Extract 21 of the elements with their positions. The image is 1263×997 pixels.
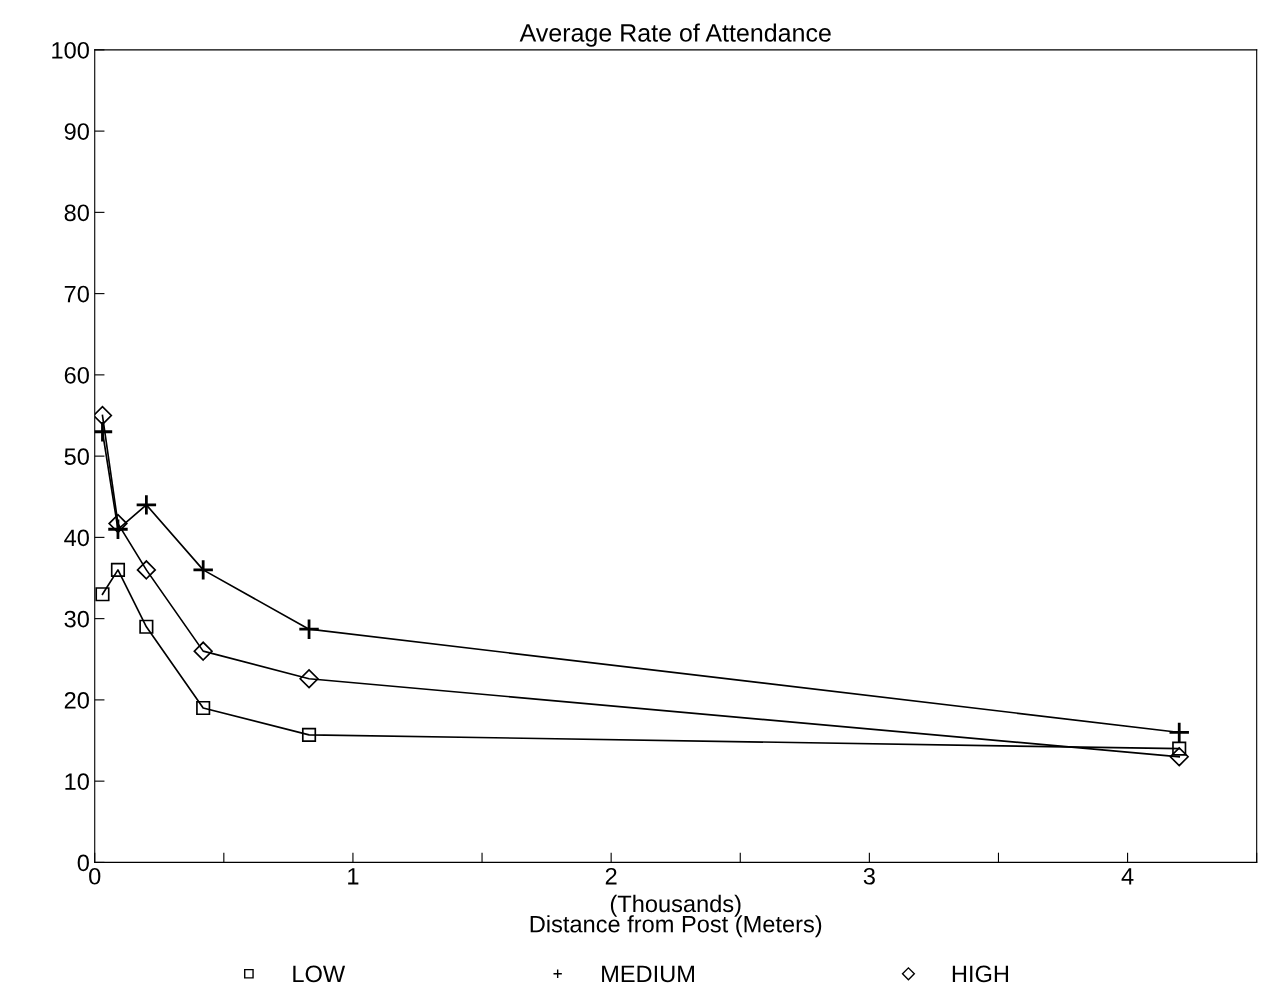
x-tick-label: 4 [1121,868,1134,885]
y-tick-label: 50 [64,448,89,465]
y-tick-label: 10 [65,773,89,790]
x-tick-label: 1 [348,868,359,885]
x-tick-label: 0 [89,867,101,885]
legend-label: LOW [293,965,346,983]
y-tick-label: 60 [64,366,89,384]
y-tick-label: 20 [64,691,89,709]
x-tick-label: 2 [605,867,617,885]
y-tick-label: 30 [64,610,89,628]
y-tick-label: 90 [64,123,89,140]
legend-label: MEDIUM [602,965,694,983]
y-tick-label: 80 [64,204,89,222]
y-tick-label: 0 [77,854,89,872]
legend-label: HIGH [952,965,1009,983]
x-tick-label: 3 [863,867,875,885]
chart-title: Average Rate of Attendance [519,23,831,47]
y-tick-label: 70 [64,285,89,303]
x-axis-title: (Thousands) Distance from Post (Meters) [530,894,822,938]
y-tick-label: 40 [64,529,89,547]
y-tick-label: 100 [52,41,89,59]
